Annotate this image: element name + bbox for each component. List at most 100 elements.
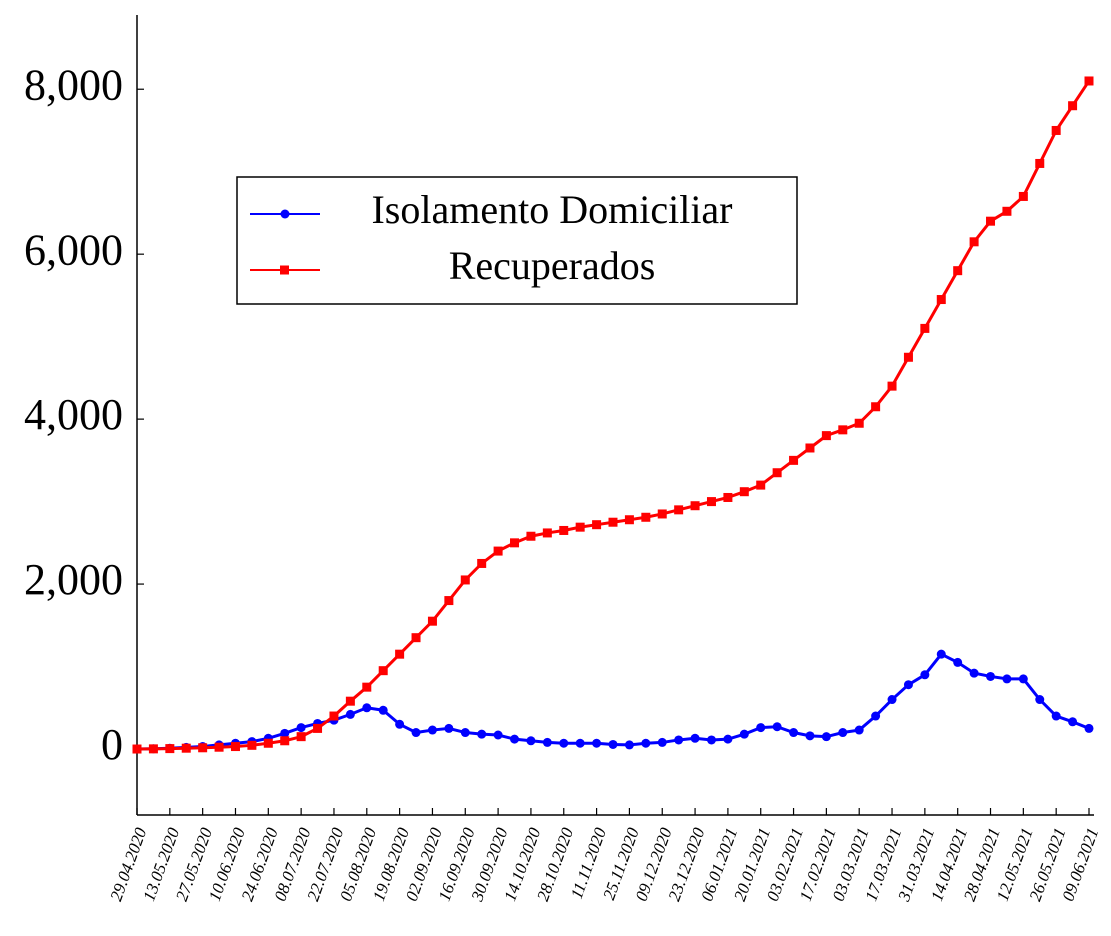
data-point [887,381,897,391]
data-point [624,515,634,525]
data-point [510,734,520,744]
y-tick-label: 4,000 [24,390,123,439]
data-point [723,492,733,502]
data-point [427,725,437,735]
data-point [395,649,405,659]
data-point [854,418,864,428]
data-point [986,671,996,681]
legend-marker [280,265,289,275]
data-point [280,736,290,746]
data-point [345,696,355,706]
data-point [805,443,815,453]
data-point [1051,125,1061,135]
data-point [181,743,191,753]
data-point [608,517,618,527]
data-point [887,695,897,705]
legend-box [236,176,798,305]
data-point [280,728,290,738]
data-point [756,480,766,490]
y-tick-label: 2,000 [24,555,123,604]
data-point [493,730,503,740]
data-point [674,505,684,515]
data-point [1035,158,1045,168]
data-point [805,731,815,741]
data-point [230,742,240,752]
data-point [362,703,372,713]
data-point [542,528,552,538]
y-tick-label: 6,000 [24,225,123,274]
data-point [411,633,421,643]
data-point [953,657,963,667]
data-point [148,744,158,754]
data-point [1018,191,1028,201]
data-point [789,728,799,738]
data-point [559,738,569,748]
data-point [477,558,487,568]
data-point [936,649,946,659]
data-point [871,402,881,412]
data-point [444,596,454,606]
data-point [739,487,749,497]
data-point [723,734,733,744]
data-point [296,723,306,733]
data-point [575,738,585,748]
data-point [477,729,487,739]
data-point [214,742,224,752]
data-point [592,520,602,530]
data-point [706,735,716,745]
data-point [559,525,569,535]
data-point [329,711,339,721]
data-point [247,740,257,750]
data-point [772,722,782,732]
data-point [526,531,536,541]
data-point [444,723,454,733]
data-point [526,736,536,746]
data-point [920,323,930,333]
data-point [986,216,996,226]
data-point [772,468,782,478]
data-point [1084,723,1094,733]
data-point [920,670,930,680]
data-point [1035,695,1045,705]
data-point [460,575,470,585]
data-point [411,728,421,738]
data-point [789,455,799,465]
data-point [1002,674,1012,684]
data-point [969,237,979,247]
data-point [641,738,651,748]
data-point [838,425,848,435]
data-point [821,431,831,441]
data-point [641,512,651,522]
data-point [296,732,306,742]
data-point [1068,101,1078,111]
data-point [510,538,520,548]
data-point [1018,674,1028,684]
legend-label: Recuperados [449,243,656,288]
data-point [674,735,684,745]
data-point [1068,717,1078,727]
data-point [395,719,405,729]
data-point [378,666,388,676]
data-point [165,744,175,754]
data-point [427,616,437,626]
data-point [903,680,913,690]
data-point [1084,76,1094,86]
data-point [362,682,372,692]
data-point [313,723,323,733]
data-point [624,740,634,750]
legend-label: Isolamento Domiciliar [371,187,732,232]
legend-marker [280,209,290,219]
data-point [542,737,552,747]
data-point [690,501,700,511]
data-point [969,668,979,678]
legend: Isolamento Domiciliar Recuperados [236,176,798,305]
data-point [263,738,273,748]
data-point [132,744,142,754]
data-point [871,711,881,721]
data-point [460,728,470,738]
series-line [136,652,1090,751]
data-point [378,705,388,715]
data-point [575,522,585,532]
data-point [198,743,208,753]
